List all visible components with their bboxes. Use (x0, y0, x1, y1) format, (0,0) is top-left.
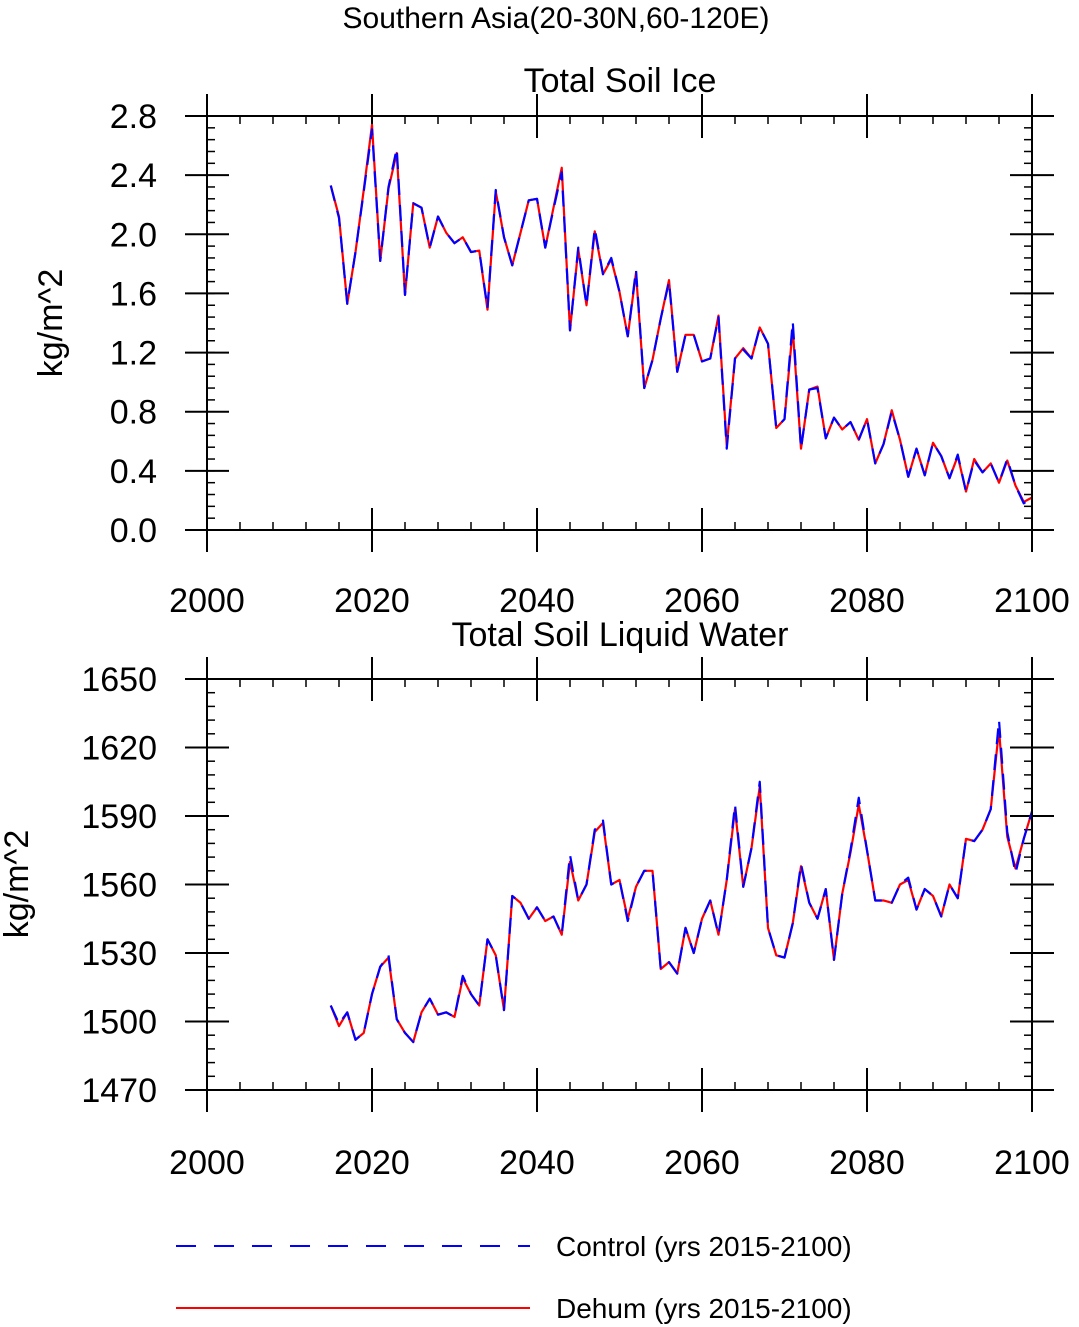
y-tick-label: 1.2 (110, 335, 157, 373)
x-tick-label: 2060 (664, 582, 740, 620)
x-tick-label: 2100 (994, 582, 1070, 620)
y-tick-label: 1500 (81, 1004, 157, 1042)
plot-frame (206, 678, 1033, 1091)
legend: Control (yrs 2015-2100) Dehum (yrs 2015-… (176, 1231, 852, 1324)
y-tick-label: 1530 (81, 935, 157, 973)
y-tick-label: 0.0 (110, 512, 157, 550)
y-tick-label: 1.6 (110, 275, 157, 313)
y-tick-label: 0.4 (110, 453, 157, 491)
series-group (329, 718, 1034, 1044)
x-tick-label: 2080 (829, 582, 905, 620)
panel-total-soil-ice: Total Soil Ice kg/m^2 2000 2020 2040 2060 20… (32, 62, 1070, 620)
series-group (329, 123, 1033, 505)
x-tick-label: 2100 (994, 1144, 1070, 1182)
major-ticks (185, 94, 1054, 552)
y-tick-label: 1470 (81, 1072, 157, 1110)
y-axis-label: kg/m^2 (32, 269, 70, 378)
x-tick-label: 2000 (169, 582, 245, 620)
panel-total-soil-liquid-water: Total Soil Liquid Water kg/m^2 2000 2020 2… (0, 616, 1070, 1182)
x-tick-label: 2020 (334, 582, 410, 620)
plot-frame (206, 115, 1033, 531)
y-tick-label: 2.4 (110, 157, 157, 195)
series-line-control (329, 718, 1034, 1044)
y-tick-label: 1620 (81, 730, 157, 768)
y-tick-label: 2.0 (110, 216, 157, 254)
series-line-dehum (329, 728, 1034, 1044)
x-tick-label: 2040 (499, 582, 575, 620)
y-axis-label: kg/m^2 (0, 830, 36, 939)
chart-title: Total Soil Ice (524, 62, 717, 100)
y-tick-label: 1650 (81, 661, 157, 699)
tick-labels: 2000 2020 2040 2060 2080 2100 1470 1500 1530 1560… (81, 661, 1069, 1182)
chart-title: Total Soil Liquid Water (451, 616, 788, 654)
series-line-control (329, 128, 1033, 505)
legend-label-dehum: Dehum (yrs 2015-2100) (556, 1293, 852, 1324)
x-tick-label: 2080 (829, 1144, 905, 1182)
y-tick-label: 0.8 (110, 394, 157, 432)
tick-labels: 2000 2020 2040 2060 2080 2100 0.0 0.4 0.8 1.2 1.6 2… (110, 98, 1070, 620)
minor-ticks (206, 115, 1033, 531)
y-tick-label: 1590 (81, 798, 157, 836)
x-tick-label: 2000 (169, 1144, 245, 1182)
y-tick-label: 1560 (81, 867, 157, 905)
x-tick-label: 2060 (664, 1144, 740, 1182)
x-tick-label: 2040 (499, 1144, 575, 1182)
series-line-dehum (329, 123, 1033, 504)
figure-suptitle: Southern Asia(20-30N,60-120E) (343, 2, 770, 35)
legend-label-control: Control (yrs 2015-2100) (556, 1231, 852, 1262)
y-tick-label: 2.8 (110, 98, 157, 136)
x-tick-label: 2020 (334, 1144, 410, 1182)
